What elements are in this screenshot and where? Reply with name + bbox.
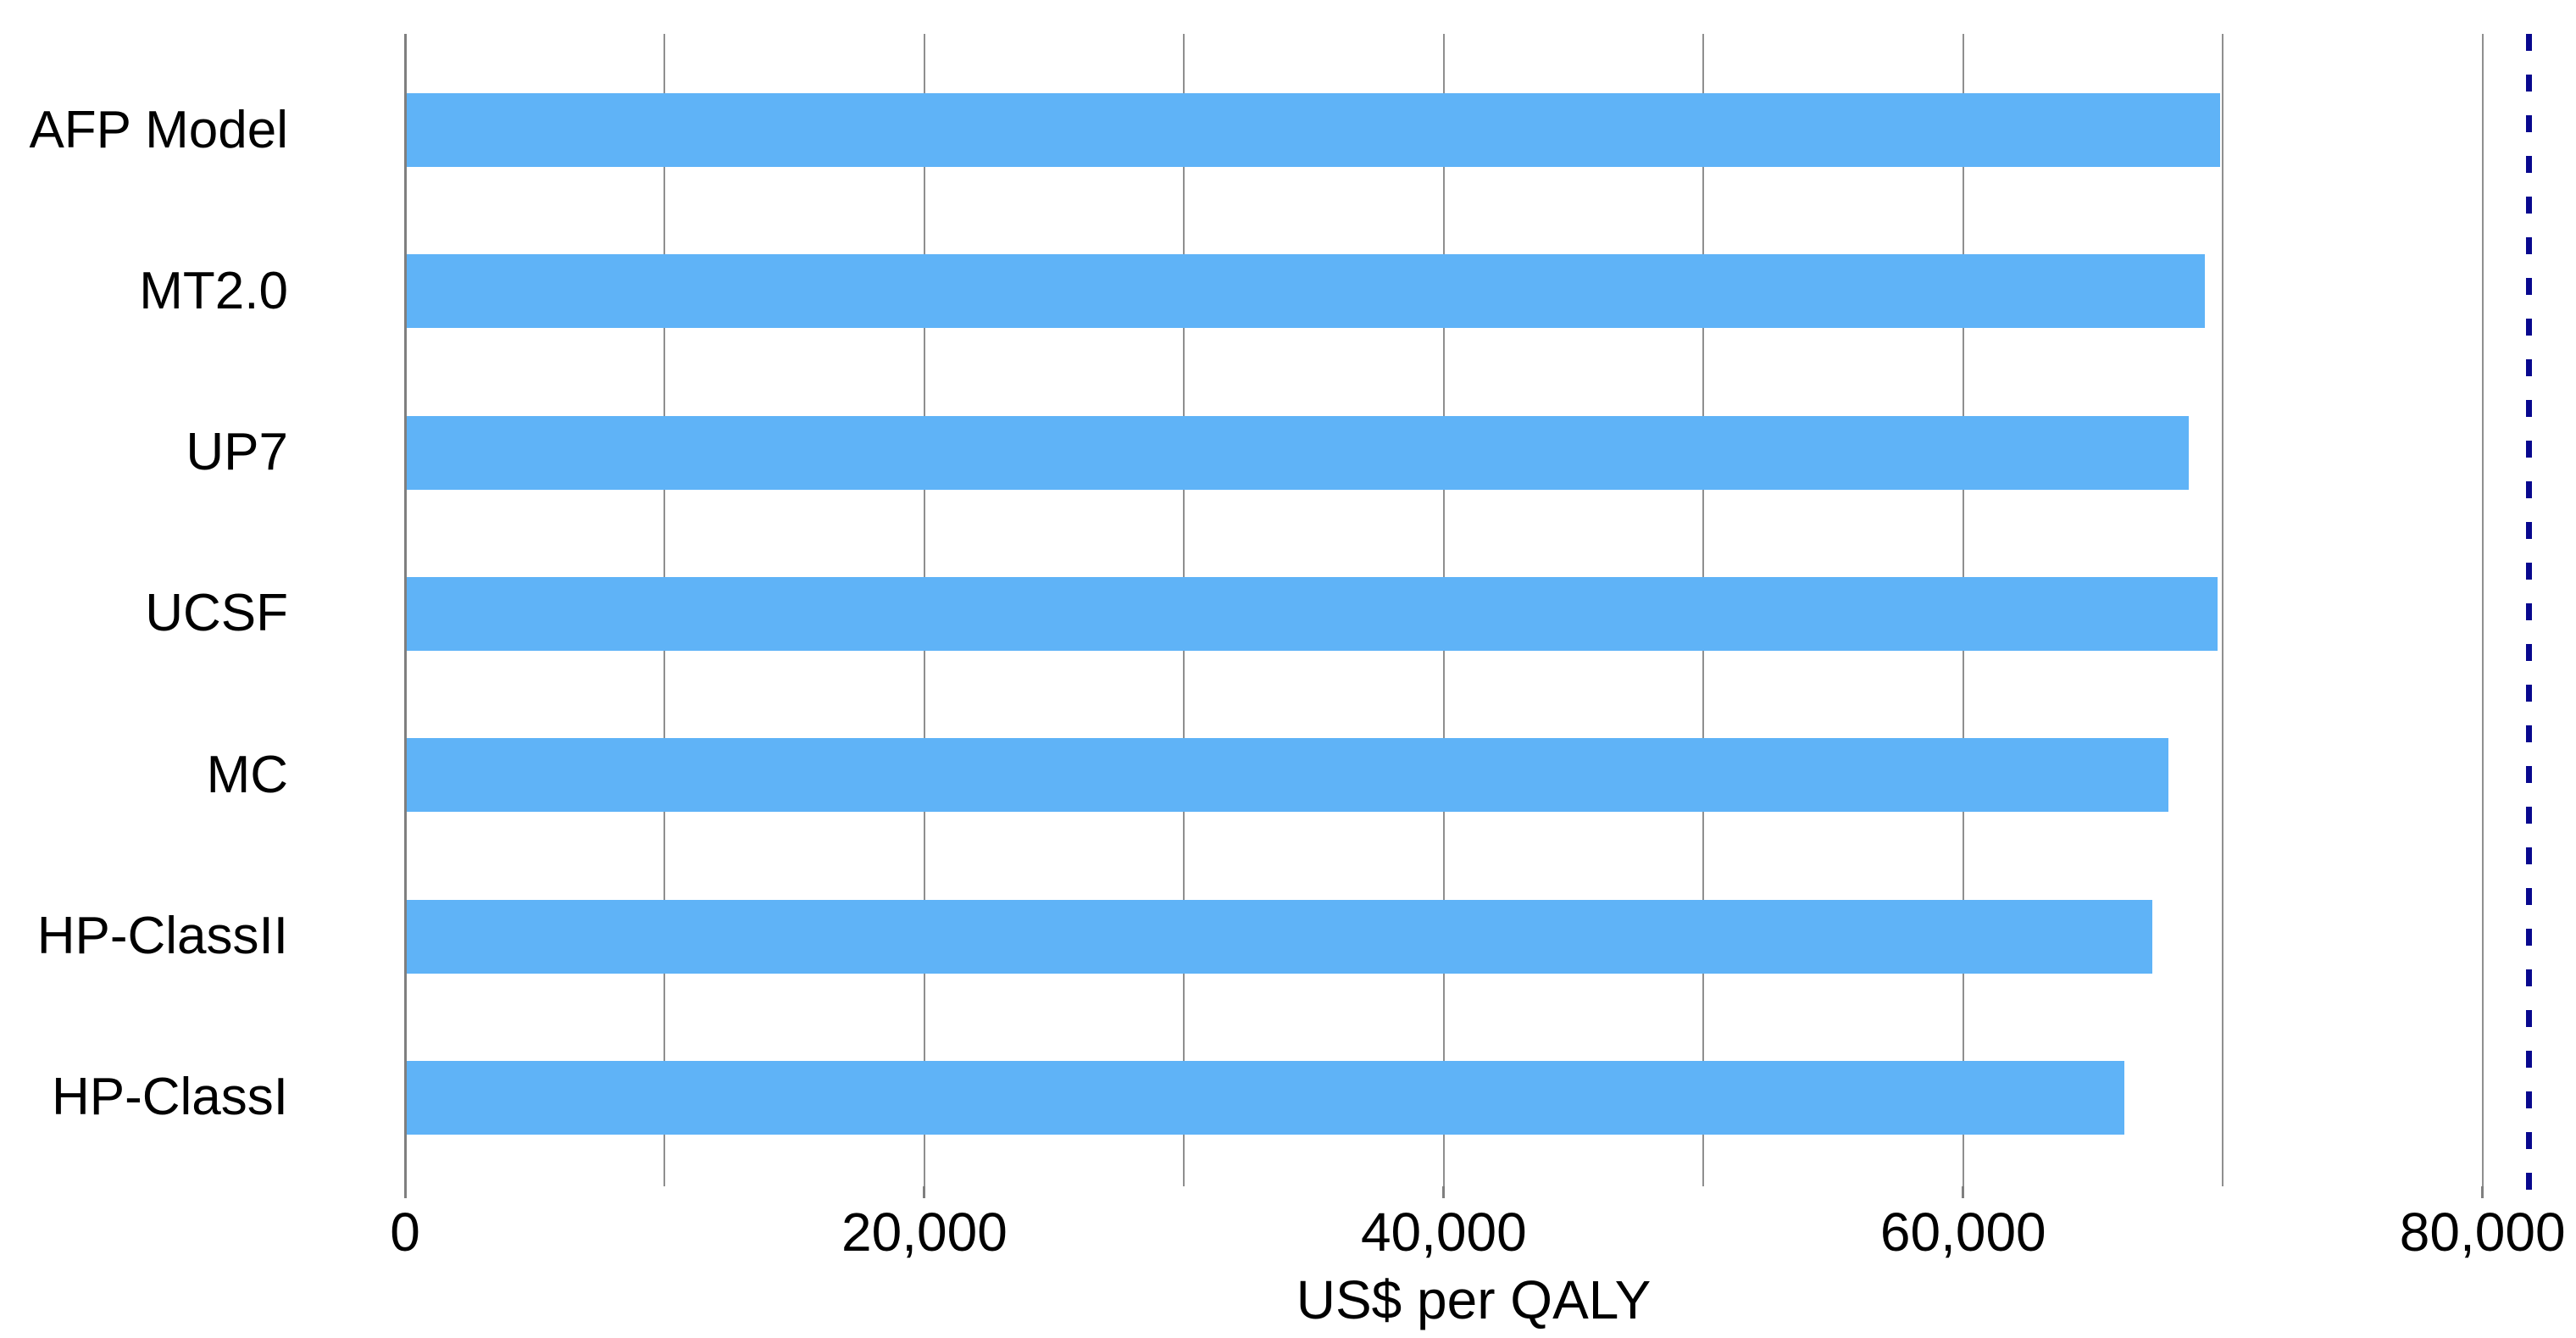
- category-label: MT2.0: [139, 261, 288, 320]
- bar-mt2-0: [405, 254, 2205, 329]
- x-tick-label: 60,000: [1879, 1202, 2046, 1263]
- bar-up7: [405, 415, 2190, 490]
- x-axis-tick: [923, 1186, 926, 1198]
- y-axis-line: [403, 34, 407, 1198]
- x-axis-tick: [1962, 1186, 1965, 1198]
- category-label: HP-ClassII: [36, 907, 288, 966]
- bar-hp-classii: [405, 899, 2153, 974]
- category-label: UP7: [186, 423, 288, 482]
- x-tick-label: 20,000: [841, 1202, 1008, 1263]
- category-label: UCSF: [145, 584, 288, 643]
- bar-mc: [405, 738, 2168, 813]
- reference-line: [2526, 34, 2533, 1198]
- category-label: AFP Model: [29, 100, 288, 159]
- category-label: MC: [206, 745, 288, 804]
- x-tick-label: 40,000: [1360, 1202, 1527, 1263]
- x-tick-label: 80,000: [2399, 1202, 2566, 1263]
- x-axis-tick: [403, 1186, 407, 1198]
- x-axis-title: US$ per QALY: [1296, 1269, 1652, 1330]
- category-label: HP-ClassI: [51, 1068, 288, 1127]
- x-axis-tick: [1442, 1186, 1446, 1198]
- x-axis-tick: [2481, 1186, 2484, 1198]
- bar-afp-model: [405, 93, 2221, 167]
- x-tick-label: 0: [390, 1202, 420, 1263]
- bar-ucsf: [405, 576, 2218, 651]
- gridline: [2481, 34, 2484, 1186]
- bar-hp-classi: [405, 1060, 2124, 1135]
- gridline: [2222, 34, 2224, 1186]
